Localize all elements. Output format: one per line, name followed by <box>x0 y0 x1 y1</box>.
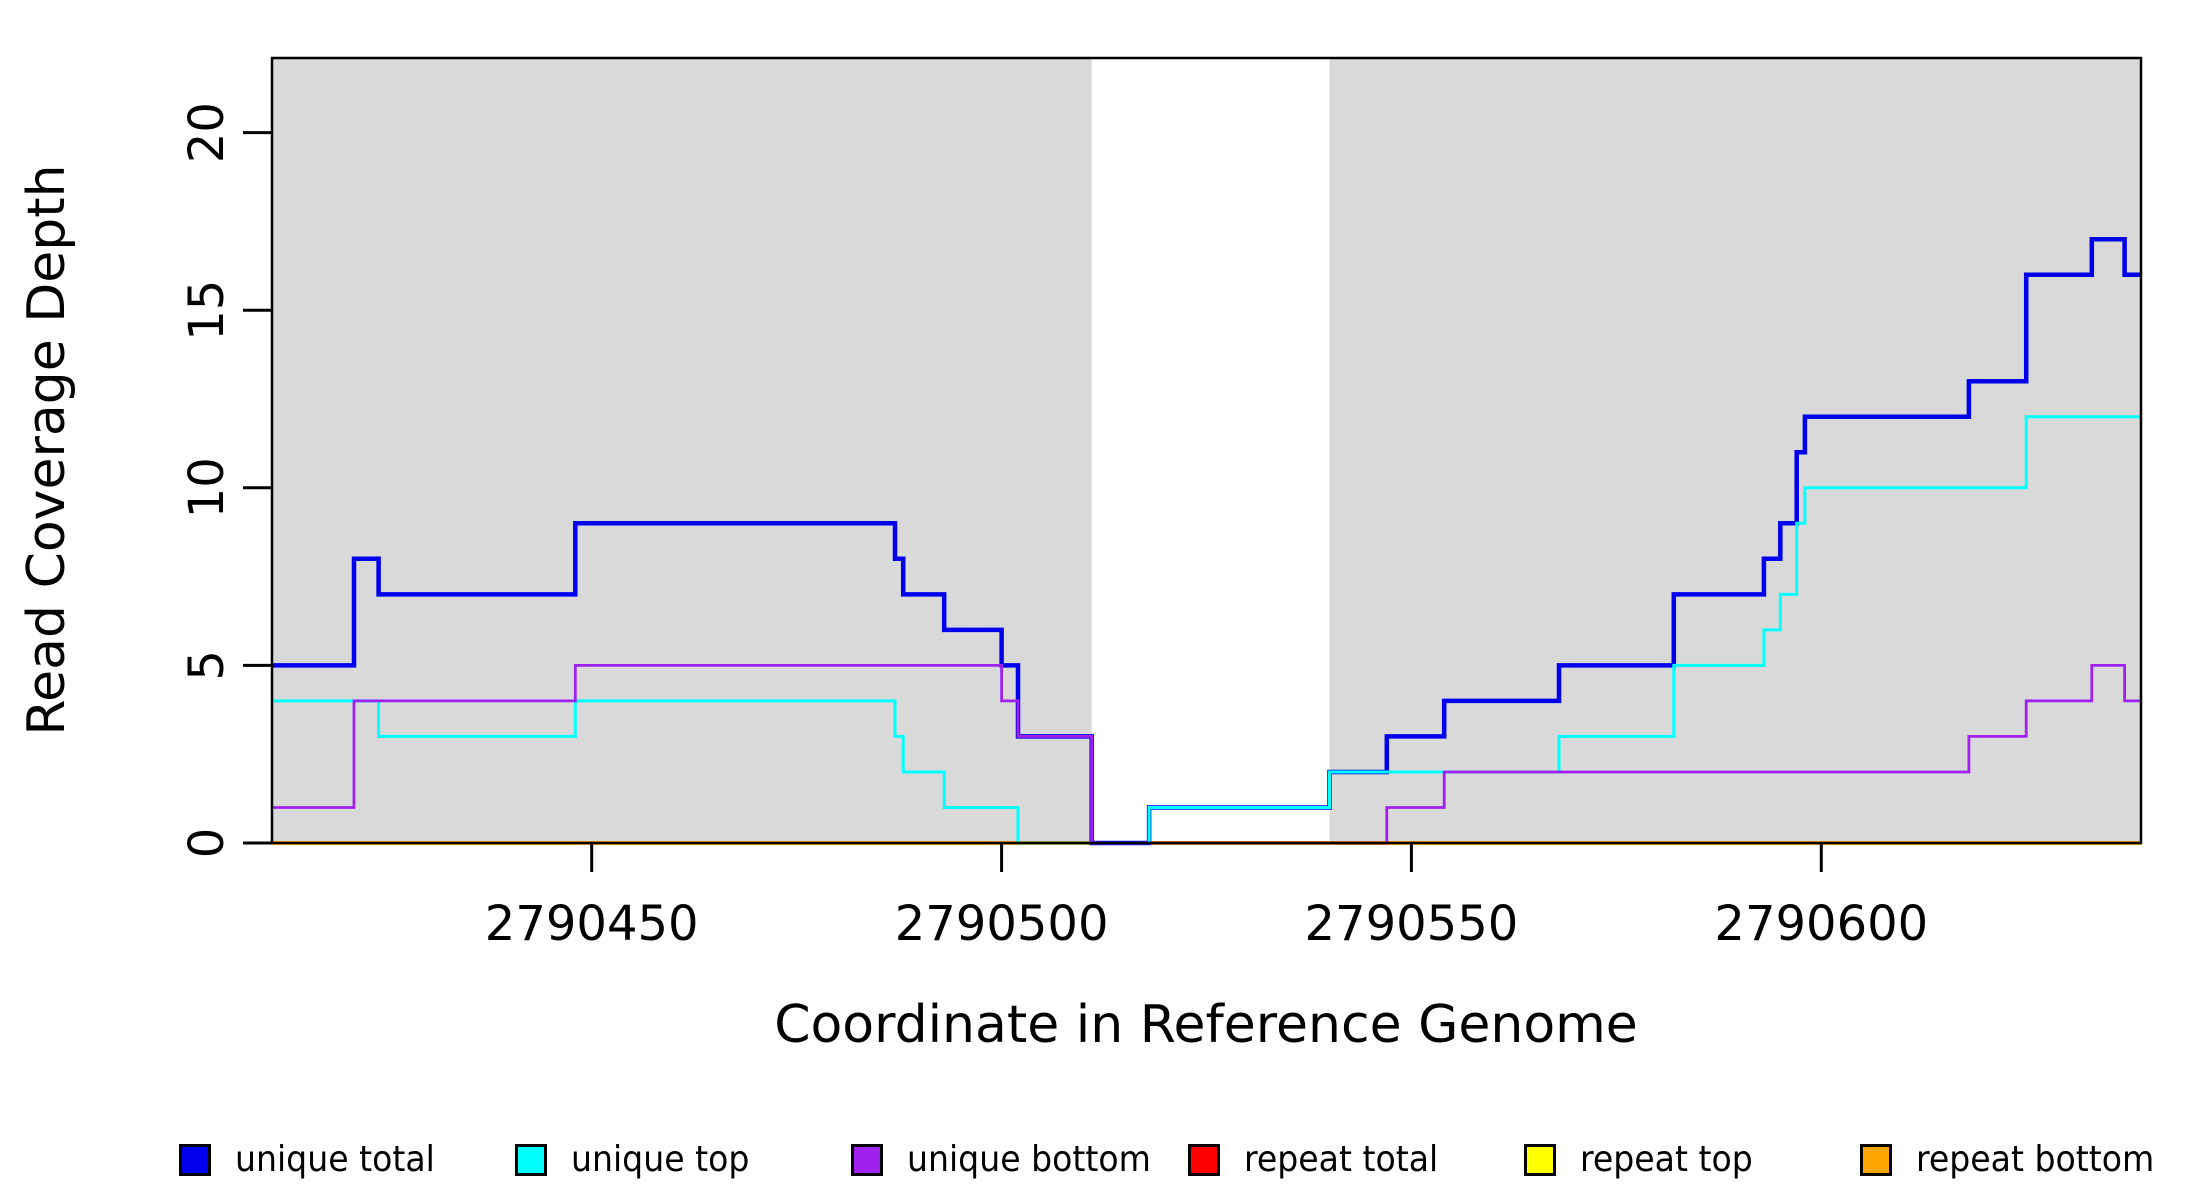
shaded-regions <box>272 58 2141 843</box>
x-tick-label: 2790600 <box>1714 896 1928 952</box>
x-tick-label: 2790550 <box>1305 896 1519 952</box>
y-axis-title: Read Coverage Depth <box>17 164 77 735</box>
y-tick-label: 15 <box>179 280 235 341</box>
series-line-unique-top <box>272 415 2141 845</box>
x-tick-label: 2790450 <box>485 896 699 952</box>
y-tick-label: 10 <box>179 457 235 518</box>
plot-box <box>270 56 2143 845</box>
x-tick-label: 2790500 <box>895 896 1109 952</box>
shaded-region <box>272 58 1092 843</box>
y-tick-label: 20 <box>179 102 235 163</box>
y-tick-label: 5 <box>179 650 235 681</box>
shaded-region <box>1329 58 2141 843</box>
plot-border <box>270 56 2143 845</box>
x-axis-title: Coordinate in Reference Genome <box>774 995 1638 1055</box>
y-tick-label: 0 <box>179 828 235 859</box>
axis-ticks: 2790450 2790500 2790550 2790600 0 5 10 15 20 <box>179 102 1928 952</box>
series-line-unique-bottom <box>272 664 2141 845</box>
series-line-unique-total <box>272 236 2141 846</box>
